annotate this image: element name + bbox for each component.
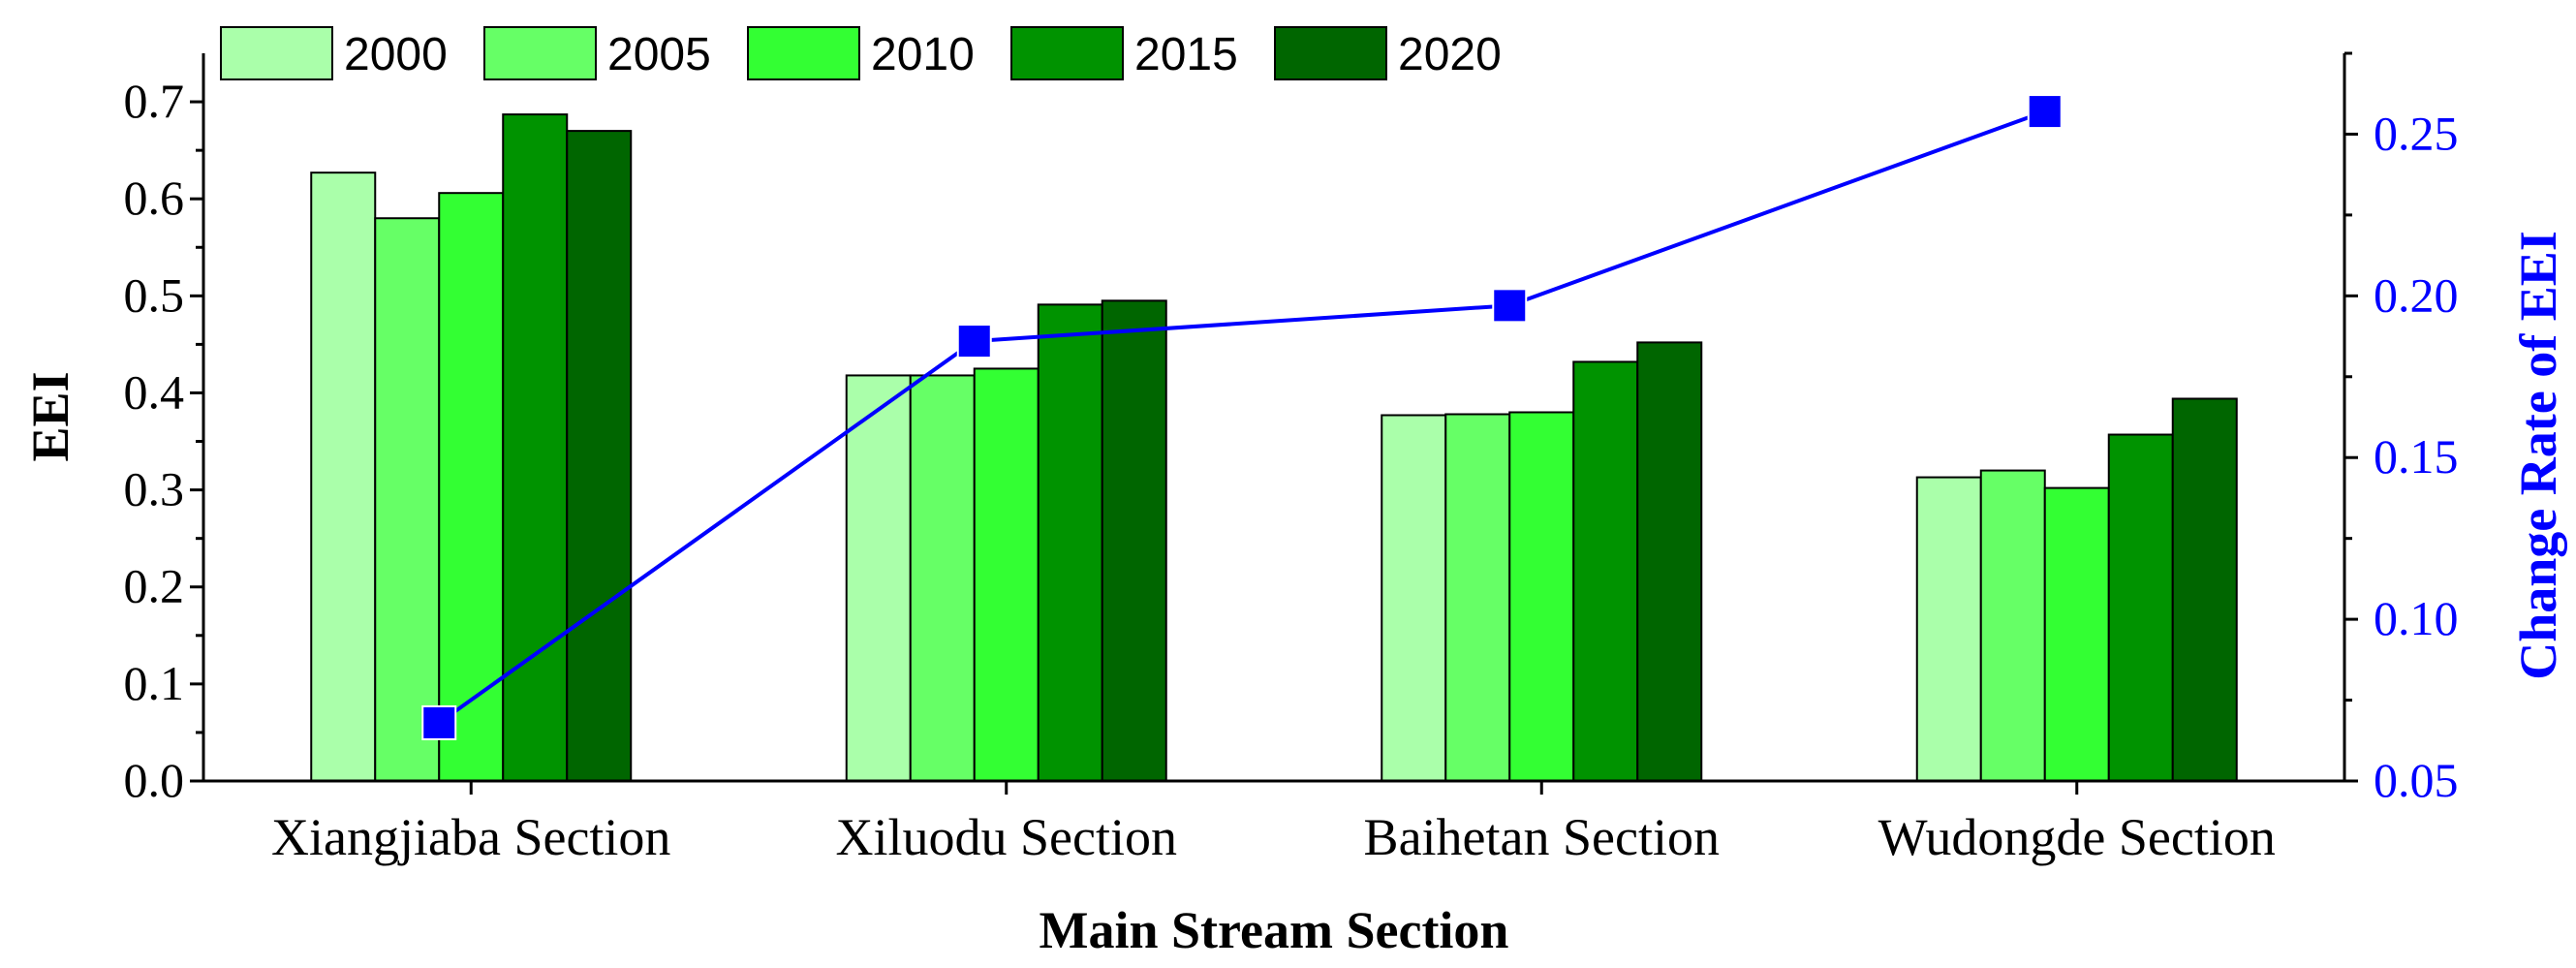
change-rate-point-1 <box>421 704 457 740</box>
legend-label-2020: 2020 <box>1398 29 1502 80</box>
bar-2000-3 <box>1381 414 1447 782</box>
bar-2020-1 <box>566 130 633 782</box>
y-tick-label: 0.5 <box>124 267 185 322</box>
y-axis-title: EEI <box>21 371 79 461</box>
bar-2020-2 <box>1101 299 1167 782</box>
bar-2000-2 <box>845 374 912 782</box>
y-tick-label: 0.2 <box>124 559 185 613</box>
x-tick-label: Xiluodu Section <box>836 808 1177 866</box>
bar-2000-4 <box>1915 476 1982 782</box>
x-tick-label: Baihetan Section <box>1364 808 1720 866</box>
legend-swatch-2010 <box>747 26 860 80</box>
legend-swatch-2020 <box>1274 26 1387 80</box>
bar-2010-3 <box>1508 411 1575 782</box>
x-tick-label: Wudongde Section <box>1878 808 2276 866</box>
y-right-tick-label: 0.15 <box>2374 429 2459 484</box>
legend-label-2005: 2005 <box>607 29 711 80</box>
bar-2010-2 <box>973 367 1040 782</box>
bar-2005-1 <box>374 217 441 782</box>
change-rate-point-2 <box>956 324 992 359</box>
legend: 2000 2005 2010 2015 2020 <box>220 26 1502 80</box>
bar-2010-1 <box>438 192 505 782</box>
legend-swatch-2005 <box>483 26 597 80</box>
y-tick-label: 0.6 <box>124 171 185 225</box>
y-axis-right-title: Change Rate of EEI <box>2509 231 2567 680</box>
bar-2020-3 <box>1636 341 1703 782</box>
bar-2015-4 <box>2107 433 2174 782</box>
change-rate-point-3 <box>1492 288 1528 324</box>
y-tick-label: 0.7 <box>124 74 185 128</box>
bar-2010-4 <box>2043 486 2110 782</box>
y-right-tick-label: 0.20 <box>2374 267 2459 322</box>
bar-2000-1 <box>310 172 377 782</box>
ticks-layer: 0.0 0.1 0.2 0.3 0.4 0.5 0.6 0.7 0.05 0.10 0.15 0.20… <box>124 51 2459 866</box>
y-right-tick-label: 0.05 <box>2374 753 2459 807</box>
bar-2005-2 <box>909 374 976 782</box>
bar-2015-2 <box>1037 303 1103 782</box>
x-axis-title: Main Stream Section <box>1040 901 1509 959</box>
legend-label-2000: 2000 <box>344 29 448 80</box>
bar-2020-4 <box>2171 397 2238 782</box>
change-rate-line <box>438 109 2046 725</box>
y-tick-label: 0.1 <box>124 656 185 710</box>
legend-swatch-2000 <box>220 26 333 80</box>
legend-label-2015: 2015 <box>1134 29 1238 80</box>
bar-2005-4 <box>1979 469 2046 782</box>
change-rate-point-4 <box>2027 94 2063 130</box>
bar-2015-1 <box>502 113 569 783</box>
bar-2005-3 <box>1444 413 1511 782</box>
x-tick-label: Xiangjiaba Section <box>271 808 670 866</box>
y-tick-label: 0.0 <box>124 753 185 807</box>
y-right-tick-label: 0.25 <box>2374 106 2459 160</box>
y-tick-label: 0.3 <box>124 462 185 516</box>
legend-label-2010: 2010 <box>871 29 975 80</box>
bar-2015-3 <box>1572 360 1639 782</box>
axes-layer <box>202 53 2346 783</box>
y-right-tick-label: 0.10 <box>2374 591 2459 645</box>
bars-layer <box>310 113 2238 783</box>
y-tick-label: 0.4 <box>124 364 185 419</box>
legend-swatch-2015 <box>1010 26 1124 80</box>
line-layer <box>421 94 2063 740</box>
